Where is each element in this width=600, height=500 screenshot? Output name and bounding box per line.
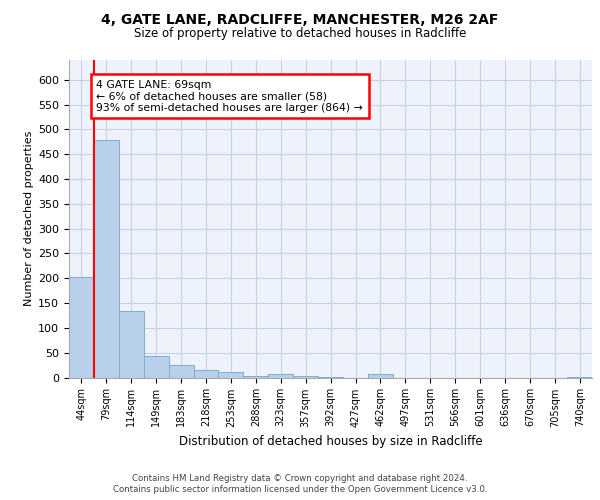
Bar [119,310,144,378]
Bar [318,376,343,378]
Text: 4 GATE LANE: 69sqm
← 6% of detached houses are smaller (58)
93% of semi-detached: 4 GATE LANE: 69sqm ← 6% of detached hous… [97,80,363,113]
Bar [218,372,244,378]
Bar [244,376,268,378]
X-axis label: Distribution of detached houses by size in Radcliffe: Distribution of detached houses by size … [179,435,482,448]
Y-axis label: Number of detached properties: Number of detached properties [24,131,34,306]
Bar [94,140,119,378]
Bar [293,376,318,378]
Bar [169,365,194,378]
Bar [368,374,393,378]
Text: 4, GATE LANE, RADCLIFFE, MANCHESTER, M26 2AF: 4, GATE LANE, RADCLIFFE, MANCHESTER, M26… [101,12,499,26]
Bar [69,277,94,378]
Text: Contains HM Land Registry data © Crown copyright and database right 2024.
Contai: Contains HM Land Registry data © Crown c… [113,474,487,494]
Bar [144,356,169,378]
Text: Size of property relative to detached houses in Radcliffe: Size of property relative to detached ho… [134,28,466,40]
Bar [268,374,293,378]
Bar [194,370,218,378]
